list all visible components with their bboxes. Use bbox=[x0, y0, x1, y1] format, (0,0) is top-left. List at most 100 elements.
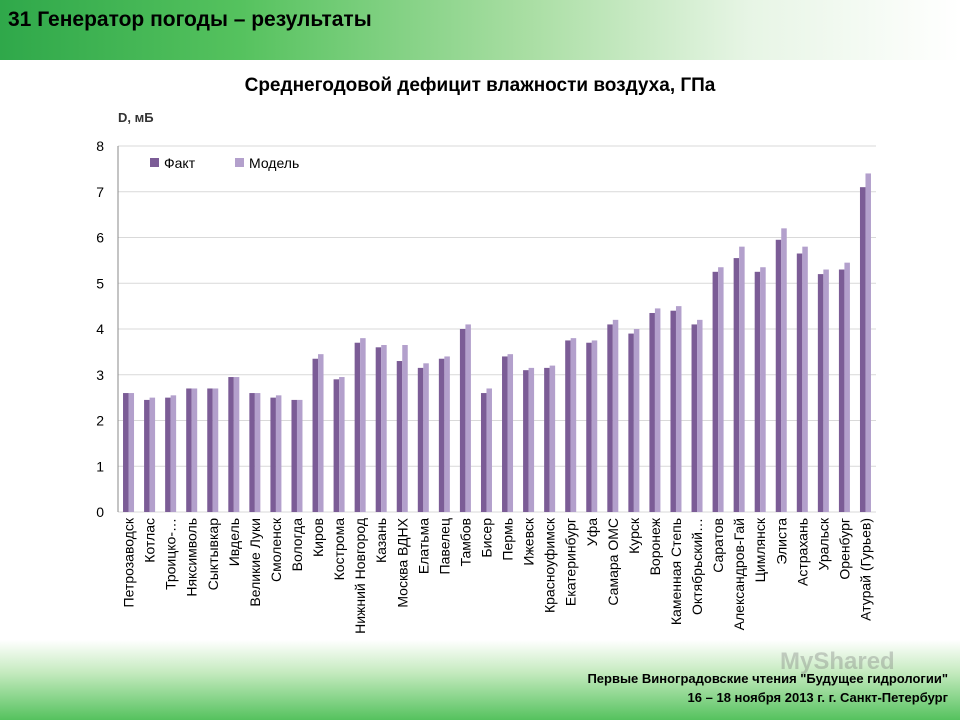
x-tick-label: Сыктывкар bbox=[205, 518, 221, 591]
x-tick-label: Няксимволь bbox=[184, 518, 200, 597]
x-tick-label: Смоленск bbox=[268, 517, 284, 582]
x-tick-label: Павелец bbox=[436, 518, 452, 574]
x-tick-label: Киров bbox=[310, 518, 326, 557]
chart-bars bbox=[123, 173, 871, 513]
y-tick-label: 1 bbox=[96, 458, 104, 474]
x-tick-label: Москва ВДНХ bbox=[394, 517, 410, 607]
bar-fact bbox=[670, 310, 676, 512]
legend-label-fact: Факт bbox=[164, 155, 196, 171]
y-tick-label: 3 bbox=[96, 367, 104, 383]
bar-fact bbox=[459, 329, 466, 512]
bar-model bbox=[170, 395, 177, 512]
bar-fact bbox=[291, 399, 297, 512]
x-tick-label: Самара ОМС bbox=[605, 518, 621, 606]
bar-model bbox=[507, 354, 514, 512]
bar-fact bbox=[312, 358, 319, 512]
bar-model bbox=[781, 228, 787, 512]
bar-model bbox=[149, 397, 156, 512]
x-tick-label: Нижний Новгород bbox=[352, 518, 368, 634]
bar-fact bbox=[207, 388, 213, 512]
bar-model bbox=[612, 319, 619, 512]
y-tick-label: 4 bbox=[96, 321, 104, 337]
bar-fact bbox=[817, 274, 824, 512]
x-tick-label: Великие Луки bbox=[247, 518, 263, 607]
x-tick-label: Пермь bbox=[500, 518, 516, 561]
bar-fact bbox=[565, 340, 571, 512]
x-tick-label: Октябрьский… bbox=[689, 518, 705, 615]
bar-model bbox=[233, 377, 240, 512]
x-tick-label: Петрозаводск bbox=[121, 517, 137, 607]
bar-model bbox=[296, 399, 303, 512]
y-axis-label: D, мБ bbox=[118, 110, 154, 125]
y-tick-label: 8 bbox=[96, 138, 104, 154]
bar-fact bbox=[144, 399, 150, 512]
x-tick-label: Астрахань bbox=[794, 518, 810, 586]
bar-fact bbox=[523, 370, 529, 512]
bar-fact bbox=[502, 356, 508, 512]
bar-model bbox=[802, 246, 808, 512]
x-tick-label: Александров-Гай bbox=[731, 518, 747, 630]
bar-model bbox=[423, 363, 429, 512]
x-tick-label: Екатеринбург bbox=[563, 518, 579, 606]
bar-model bbox=[844, 262, 850, 512]
bar-fact bbox=[333, 379, 340, 512]
x-tick-label: Кострома bbox=[331, 518, 347, 581]
bar-model bbox=[381, 345, 387, 512]
bar-model bbox=[633, 329, 640, 512]
bar-model bbox=[570, 338, 577, 512]
x-tick-label: Атурай (Гурьев) bbox=[857, 518, 873, 621]
bar-fact bbox=[396, 361, 403, 512]
bar-model bbox=[528, 367, 535, 512]
bar-fact bbox=[607, 324, 613, 512]
y-tick-label: 6 bbox=[96, 230, 104, 246]
bar-model bbox=[254, 393, 261, 512]
x-tick-label: Цимлянск bbox=[752, 517, 768, 582]
bar-model bbox=[402, 345, 408, 512]
bar-fact bbox=[733, 258, 740, 512]
bar-fact bbox=[544, 367, 550, 512]
x-tick-label: Троицко-… bbox=[163, 518, 179, 590]
bar-model bbox=[549, 365, 556, 512]
x-tick-label: Уральск bbox=[815, 517, 831, 570]
bar-model bbox=[212, 388, 219, 512]
bar-fact bbox=[480, 393, 487, 512]
bar-fact bbox=[712, 271, 719, 512]
x-axis-labels: Петрозаводск Котлас Троицко-… Няксимволь Сык… bbox=[121, 517, 874, 634]
bar-model bbox=[654, 308, 661, 512]
bar-fact bbox=[354, 342, 361, 512]
x-tick-label: Элиста bbox=[773, 518, 789, 565]
footer-event-name: Первые Виноградовские чтения "Будущее ги… bbox=[587, 671, 948, 686]
bar-model bbox=[128, 393, 135, 512]
x-tick-label: Казань bbox=[373, 518, 389, 563]
bar-fact bbox=[796, 253, 803, 512]
y-tick-label: 2 bbox=[96, 413, 104, 429]
bar-fact bbox=[417, 367, 424, 512]
bar-model bbox=[465, 324, 471, 512]
watermark-logo: MyShared bbox=[780, 648, 895, 675]
y-tick-label: 0 bbox=[96, 504, 104, 520]
bar-model bbox=[444, 356, 450, 512]
bar-model bbox=[339, 377, 345, 512]
bar-fact bbox=[228, 377, 234, 512]
bar-model bbox=[191, 388, 198, 512]
bar-fact bbox=[859, 187, 866, 513]
bar-fact bbox=[165, 397, 171, 512]
bar-fact bbox=[754, 271, 761, 512]
chart-title: Среднегодовой дефицит влажности воздуха,… bbox=[244, 75, 716, 96]
bar-model bbox=[275, 395, 282, 512]
header-band bbox=[0, 0, 960, 60]
bar-fact bbox=[375, 347, 382, 512]
bar-fact bbox=[838, 269, 845, 512]
x-tick-label: Ивдель bbox=[226, 518, 242, 566]
bar-model bbox=[718, 267, 724, 512]
bar-fact bbox=[649, 312, 655, 512]
bar-model bbox=[865, 173, 871, 512]
x-tick-label: Каменная Степь bbox=[668, 518, 684, 625]
footer-band bbox=[0, 640, 960, 720]
legend: Факт Модель bbox=[150, 155, 299, 171]
x-tick-label: Красноуфимск bbox=[542, 517, 558, 613]
legend-swatch-model bbox=[235, 158, 244, 167]
x-tick-label: Воронеж bbox=[647, 517, 663, 575]
bar-model bbox=[318, 354, 324, 512]
